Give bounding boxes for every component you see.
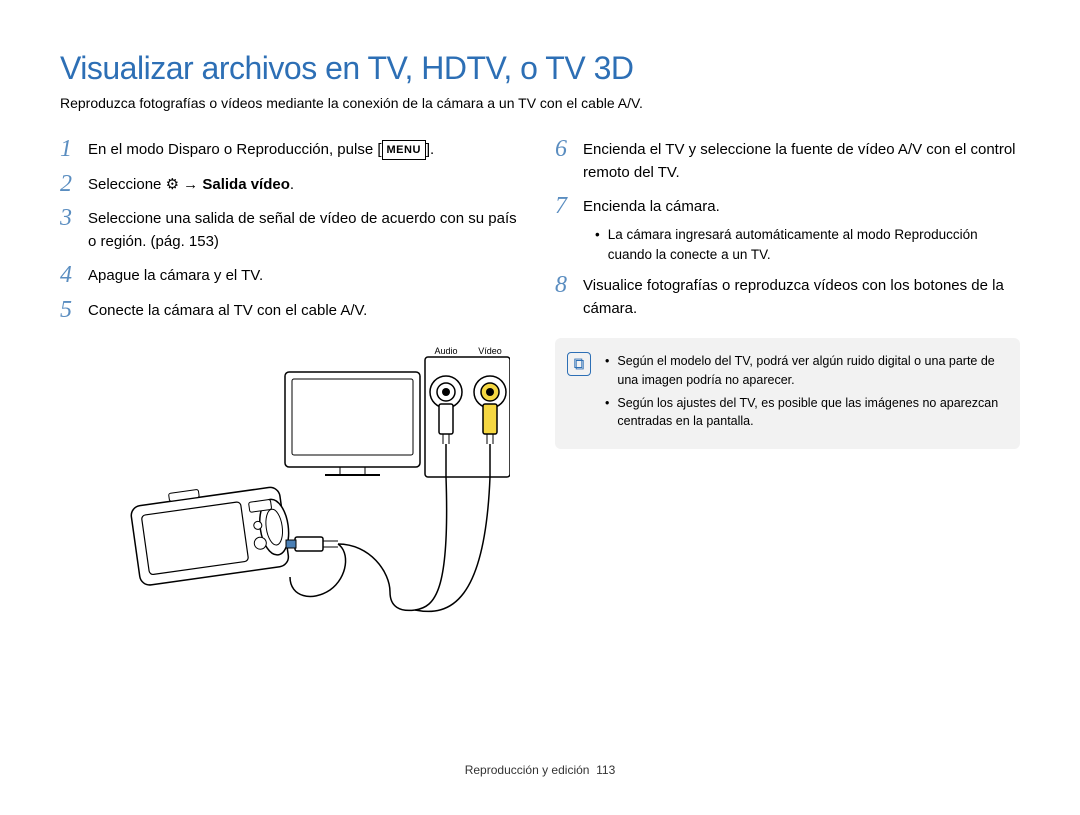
step-5: 5 Conecte la cámara al TV con el cable A… [60,300,525,323]
step-4: 4 Apague la cámara y el TV. [60,265,525,288]
text-part: → [179,176,202,193]
bold-text: Salida vídeo [202,176,290,193]
audio-label: Audio [434,346,457,356]
step-text: Seleccione ⚙ → Salida vídeo. [88,174,525,197]
step-1: 1 En el modo Disparo o Reproducción, pul… [60,139,525,162]
step-text: Conecte la cámara al TV con el cable A/V… [88,300,525,323]
bullet-dot: • [595,225,600,266]
step-number: 4 [60,263,88,287]
sub-bullet-text: La cámara ingresará automáticamente al m… [608,225,1020,266]
step-number: 8 [555,273,583,297]
text-part: Seleccione [88,176,166,193]
note-bullet: •Según los ajustes del TV, es posible qu… [605,394,1004,432]
step-number: 5 [60,298,88,322]
text-part: . [290,176,294,193]
step-6: 6 Encienda el TV y seleccione la fuente … [555,139,1020,184]
step-text: Apague la cámara y el TV. [88,265,525,288]
right-column: 6 Encienda el TV y seleccione la fuente … [555,139,1020,622]
note-bullet: •Según el modelo del TV, podrá ver algún… [605,352,1004,390]
step-number: 2 [60,172,88,196]
step-text: Encienda la cámara. [583,196,1020,219]
step-text: Seleccione una salida de señal de vídeo … [88,208,525,253]
note-text: Según el modelo del TV, podrá ver algún … [617,352,1004,390]
text-part: ]. [426,141,434,158]
content-columns: 1 En el modo Disparo o Reproducción, pul… [60,139,1020,622]
step-3: 3 Seleccione una salida de señal de víde… [60,208,525,253]
step-7: 7 Encienda la cámara. [555,196,1020,219]
connection-diagram: Audio Vídeo [90,342,510,622]
video-label: Vídeo [478,346,502,356]
footer-section: Reproducción y edición [465,763,590,777]
note-text: Según los ajustes del TV, es posible que… [617,394,1004,432]
note-box: •Según el modelo del TV, podrá ver algún… [555,338,1020,449]
bullet-dot: • [605,394,609,432]
note-icon [567,352,591,376]
page-title: Visualizar archivos en TV, HDTV, o TV 3D [60,50,1020,87]
step-number: 6 [555,137,583,161]
step-number: 7 [555,194,583,218]
footer-page-number: 113 [596,763,615,777]
step-2: 2 Seleccione ⚙ → Salida vídeo. [60,174,525,197]
step-text: En el modo Disparo o Reproducción, pulse… [88,139,525,162]
sub-bullet: • La cámara ingresará automáticamente al… [595,225,1020,266]
step-number: 3 [60,206,88,230]
step-number: 1 [60,137,88,161]
menu-button-label: MENU [382,140,426,161]
text-part: En el modo Disparo o Reproducción, pulse… [88,141,382,158]
gear-icon: ⚙ [166,176,179,193]
step-8: 8 Visualice fotografías o reproduzca víd… [555,275,1020,320]
page-footer: Reproducción y edición 113 [0,763,1080,777]
left-column: 1 En el modo Disparo o Reproducción, pul… [60,139,525,622]
step-text: Visualice fotografías o reproduzca vídeo… [583,275,1020,320]
bullet-dot: • [605,352,609,390]
page-subtitle: Reproduzca fotografías o vídeos mediante… [60,95,1020,111]
step-text: Encienda el TV y seleccione la fuente de… [583,139,1020,184]
